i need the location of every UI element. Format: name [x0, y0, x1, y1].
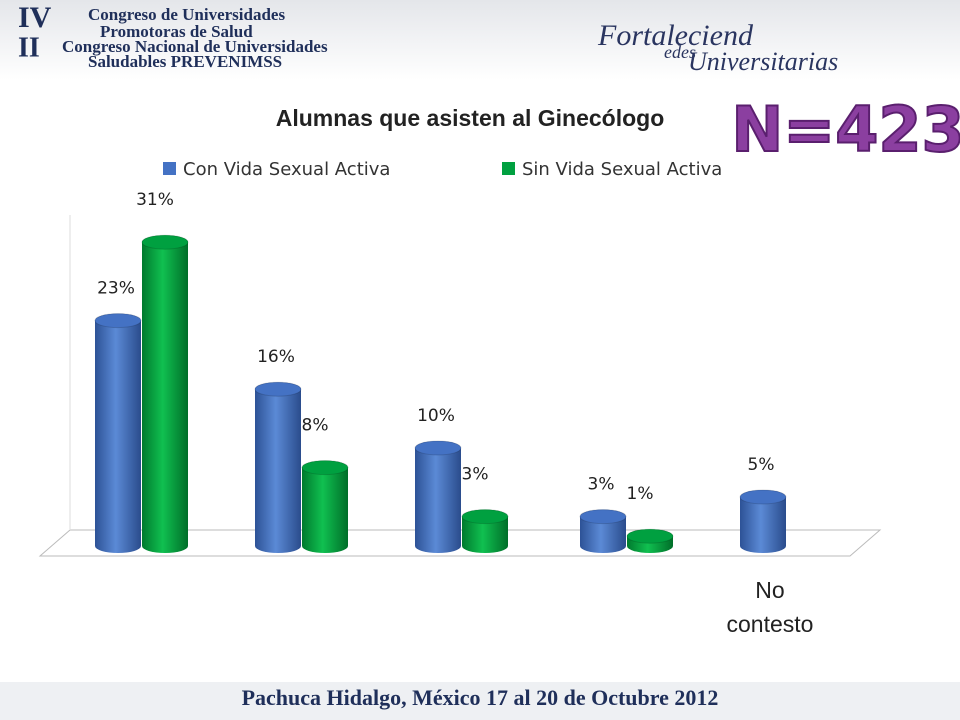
bar-top	[461, 509, 509, 525]
bar-top	[579, 509, 627, 525]
footer-band	[0, 682, 960, 720]
bar	[302, 460, 348, 553]
data-label: 8%	[302, 416, 329, 436]
legend-swatch	[502, 162, 515, 175]
bar-top	[301, 460, 349, 476]
x-tick-label: No contesto	[727, 577, 814, 637]
legend-label: Con Vida Sexual Activa	[183, 159, 390, 180]
bar-top	[739, 489, 787, 505]
data-label: 3%	[462, 465, 489, 485]
data-label: 10%	[417, 406, 455, 426]
bar-top	[141, 234, 189, 250]
bar	[142, 235, 188, 553]
bar	[740, 490, 786, 553]
header-numeral: II	[18, 32, 40, 63]
footer: Pachuca Hidalgo, México 17 al 20 de Octu…	[242, 685, 719, 710]
logo-text: Universitarias	[688, 47, 838, 76]
data-label: 16%	[257, 347, 295, 367]
bar	[255, 382, 301, 553]
data-label: 5%	[748, 455, 775, 475]
bar-top	[254, 381, 302, 397]
data-label: 1%	[627, 484, 654, 504]
data-label: 23%	[97, 279, 135, 299]
data-label: 3%	[588, 475, 615, 495]
bar	[415, 441, 461, 553]
bar-top	[94, 313, 142, 329]
header-line: Promotoras de Salud	[100, 22, 253, 41]
bar-top	[626, 528, 674, 544]
logo-text: Fortaleciend	[597, 19, 754, 52]
bar-top	[414, 440, 462, 456]
legend-label: Sin Vida Sexual Activa	[522, 159, 722, 180]
bar	[95, 313, 141, 553]
legend-swatch	[163, 162, 176, 175]
chart: Con Vida Sexual Activa Sin Vida Sexual Ac…	[94, 159, 814, 637]
header-line: Congreso Nacional de Universidades	[62, 37, 328, 56]
data-label: 31%	[136, 190, 174, 210]
sample-size: N=423	[731, 93, 960, 166]
header-line: Congreso de Universidades	[88, 5, 285, 24]
chart-title: Alumnas que asisten al Ginecólogo	[276, 105, 665, 131]
logo-text: edes	[664, 42, 696, 62]
header-band	[0, 0, 960, 80]
header-numeral: IV	[18, 1, 52, 34]
header-line: Saludables PREVENIMSS	[88, 52, 282, 71]
